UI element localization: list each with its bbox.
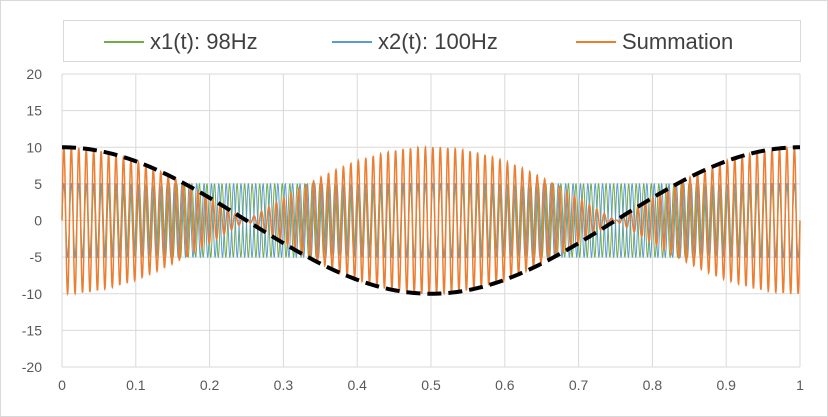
x-tick-label: 0.4	[347, 377, 367, 393]
x-tick-label: 1	[796, 377, 804, 393]
y-tick-label: 5	[34, 176, 42, 192]
legend: x1(t): 98Hz x2(t): 100Hz Summation	[63, 20, 801, 62]
x-tick-label: 0.6	[495, 377, 515, 393]
series-summation-path	[61, 144, 801, 297]
x-tick-label: 0.8	[643, 377, 663, 393]
legend-item-x1: x1(t): 98Hz	[104, 29, 258, 55]
x-tick-labels: 0 0.1 0.2 0.3 0.4 0.5 0.6 0.7 0.8 0.9 1	[58, 377, 804, 393]
envelope-path	[61, 145, 801, 296]
x-tick-label: 0.3	[274, 377, 294, 393]
envelope-dashed-line	[61, 145, 801, 296]
x-tick-label: 0.5	[421, 377, 441, 393]
legend-label-summation: Summation	[622, 29, 734, 54]
legend-label-x1: x1(t): 98Hz	[150, 29, 258, 54]
x-tick-label: 0.2	[200, 377, 220, 393]
y-tick-label: 15	[26, 103, 42, 119]
y-tick-label: 10	[26, 139, 42, 155]
y-tick-label: 20	[26, 66, 42, 82]
legend-item-summation: Summation	[576, 29, 733, 55]
y-tick-label: -10	[22, 286, 42, 302]
legend-item-x2: x2(t): 100Hz	[332, 29, 498, 55]
x-tick-label: 0.9	[716, 377, 736, 393]
y-tick-label: -15	[22, 322, 42, 338]
legend-label-x2: x2(t): 100Hz	[378, 29, 498, 54]
series-summation-line	[61, 144, 801, 297]
x-tick-label: 0.1	[126, 377, 146, 393]
x-tick-label: 0	[58, 377, 66, 393]
y-tick-label: 0	[34, 213, 42, 229]
y-tick-label: -20	[22, 359, 42, 375]
y-tick-labels: 20 15 10 5 0 -5 -10 -15 -20	[22, 66, 42, 375]
y-tick-label: -5	[30, 249, 43, 265]
legend-swatch-x1	[104, 41, 144, 43]
legend-swatch-summation	[576, 41, 616, 43]
x-tick-label: 0.7	[569, 377, 589, 393]
legend-swatch-x2	[332, 41, 372, 43]
